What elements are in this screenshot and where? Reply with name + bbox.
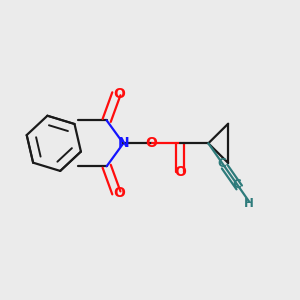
Text: O: O	[174, 165, 186, 179]
Text: O: O	[146, 136, 158, 150]
Text: O: O	[113, 186, 125, 200]
Text: N: N	[118, 136, 129, 150]
Text: O: O	[113, 87, 125, 101]
Text: C: C	[218, 157, 226, 170]
Text: C: C	[232, 178, 241, 190]
Text: H: H	[244, 196, 254, 209]
